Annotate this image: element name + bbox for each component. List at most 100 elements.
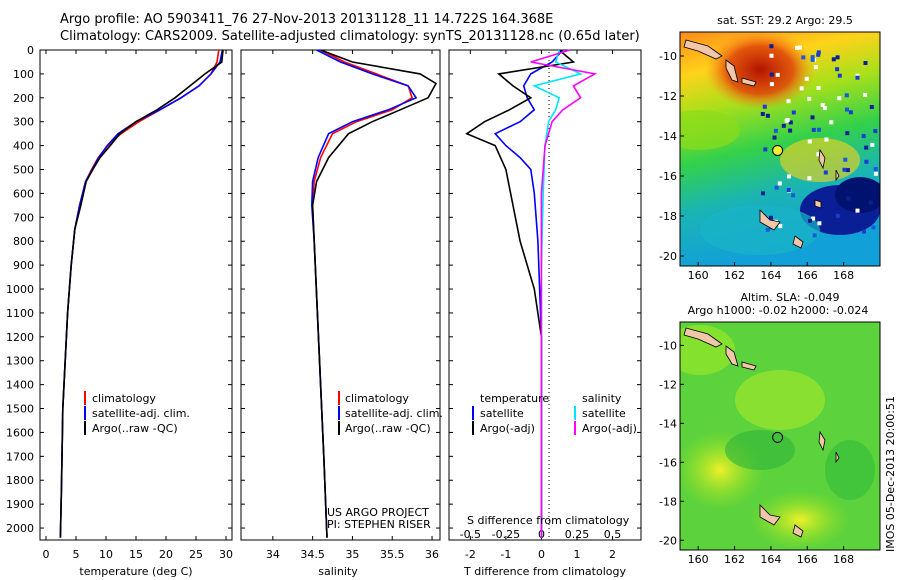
sla-map: 160 162 164 166 168 -10 -12 -14 -16 -18 -20 Altim.… — [659, 291, 881, 566]
depth-tick-label-12: 1200 — [6, 331, 34, 344]
map-y-tick-mapAxisB-0: -10 — [659, 339, 677, 352]
series-line-2-1 — [465, 49, 576, 538]
map-x-tick-mapAxisA-4: 168 — [833, 269, 854, 282]
x-tick-label-0-2: 10 — [99, 548, 113, 561]
map-x-tick-mapAxisB-1: 162 — [724, 553, 745, 566]
x-tick-label-0-4: 20 — [159, 548, 173, 561]
diff-legend-s-argo: Argo(-adj) — [582, 422, 637, 435]
diff-legend-t-sat: satellite — [480, 407, 524, 420]
temp-legend-clim: climatology — [92, 392, 156, 405]
x-tick-label-2-2: 0 — [538, 548, 545, 561]
credit-stamp: IMOS 05-Dec-2013 20:00:51 — [884, 396, 897, 552]
temperature-panel — [39, 49, 233, 541]
x-tick-label-2-4: 2 — [609, 548, 616, 561]
x-tick-label-2-3: 1 — [574, 548, 581, 561]
temperature-lines — [59, 49, 224, 538]
series-line-2-0 — [493, 49, 564, 538]
x-tick-label-2-1: -1 — [500, 548, 511, 561]
sal-legend-argo: Argo(..raw -QC) — [345, 422, 431, 435]
depth-tick-label-8: 800 — [13, 235, 34, 248]
difference-lines — [465, 49, 598, 538]
salinity-x-axis: 34 34.5 35 35.5 36 — [266, 50, 439, 561]
depth-tick-label-5: 500 — [13, 164, 34, 177]
map-y-tick-mapAxisB-4: -18 — [659, 495, 677, 508]
sst-map-title: sat. SST: 29.2 Argo: 29.5 — [717, 14, 853, 27]
series-line-2-3 — [530, 49, 598, 538]
salinity-lines — [310, 49, 438, 538]
depth-tick-label-16: 1600 — [6, 426, 34, 439]
salinity-xlabel: salinity — [318, 565, 358, 578]
map-y-tick-mapAxisA-3: -16 — [659, 170, 677, 183]
depth-tick-label-9: 900 — [13, 259, 34, 272]
argo-location-marker-sla — [772, 431, 784, 443]
map-y-tick-mapAxisA-0: -10 — [659, 50, 677, 63]
salinity-panel — [240, 49, 441, 541]
map-x-tick-mapAxisB-3: 166 — [797, 553, 818, 566]
x-tick-label-1-3: 35.5 — [380, 548, 405, 561]
diff-legend-s-sat: satellite — [582, 407, 626, 420]
temp-legend-sat: satellite-adj. clim. — [92, 407, 190, 420]
s-diff-xlabel: S difference from climatology — [467, 514, 630, 527]
map-x-tick-mapAxisA-2: 164 — [760, 269, 781, 282]
x-tick-label-1-2: 35 — [345, 548, 359, 561]
depth-tick-label-3: 300 — [13, 116, 34, 129]
temp-legend-argo: Argo(..raw -QC) — [92, 422, 178, 435]
diff-legend-t-head: temperature — [480, 392, 549, 405]
sst-map: 160 162 164 166 168 -10 -12 -14 -16 -18 -20 sat. S… — [659, 14, 881, 282]
x-tick-label-1-1: 34.5 — [300, 548, 325, 561]
temperature-x-axis: 0 5 10 15 20 25 30 — [43, 50, 233, 561]
map-x-tick-mapAxisB-4: 168 — [833, 553, 854, 566]
map-y-tick-mapAxisA-5: -20 — [659, 250, 677, 263]
diff-legend-t-argo: Argo(-adj) — [480, 422, 535, 435]
map-y-tick-mapAxisA-1: -12 — [659, 90, 677, 103]
difference-legend: temperature satellite Argo(-adj) salinit… — [472, 392, 637, 435]
map-x-tick-mapAxisA-3: 166 — [797, 269, 818, 282]
depth-tick-label-14: 1400 — [6, 379, 34, 392]
map-x-tick-mapAxisB-2: 164 — [760, 553, 781, 566]
sal-legend-clim: climatology — [345, 392, 409, 405]
diff-legend-s-head: salinity — [582, 392, 622, 405]
map-x-tick-mapAxisA-0: 160 — [688, 269, 709, 282]
series-line-1-2 — [311, 49, 438, 538]
x-tick-label-2-0: -2 — [465, 548, 476, 561]
depth-tick-label-11: 1100 — [6, 307, 34, 320]
x-tick-label-0-5: 25 — [189, 548, 203, 561]
x-tick-label-0-0: 0 — [43, 548, 50, 561]
x-tick-label-0-1: 5 — [73, 548, 80, 561]
x-tick-label-0-3: 15 — [129, 548, 143, 561]
sla-map-subtitle: Argo h1000: -0.02 h2000: -0.024 — [688, 304, 869, 317]
temperature-xlabel: temperature (deg C) — [79, 565, 192, 578]
depth-tick-label-13: 1300 — [6, 355, 34, 368]
depth-tick-label-10: 1000 — [6, 283, 34, 296]
project-line2: PI: STEPHEN RISER — [327, 518, 431, 531]
map-y-tick-mapAxisB-2: -14 — [659, 417, 677, 430]
depth-tick-label-19: 1900 — [6, 498, 34, 511]
map-y-tick-mapAxisB-1: -12 — [659, 378, 677, 391]
s-tick-label-0: -0.5 — [460, 528, 481, 541]
depth-tick-label-18: 1800 — [6, 474, 34, 487]
map-x-tick-mapAxisA-1: 162 — [724, 269, 745, 282]
depth-tick-label-1: 100 — [13, 68, 34, 81]
salinity-legend: climatology satellite-adj. clim. Argo(..… — [338, 391, 443, 435]
s-tick-label-4: 0.5 — [604, 528, 622, 541]
x-tick-label-1-4: 36 — [425, 548, 439, 561]
argo-location-marker — [772, 144, 784, 156]
x-tick-label-0-6: 30 — [219, 548, 233, 561]
depth-tick-label-2: 200 — [13, 92, 34, 105]
map-y-tick-mapAxisA-2: -14 — [659, 130, 677, 143]
depth-tick-label-0: 0 — [27, 44, 34, 57]
depth-tick-label-4: 400 — [13, 140, 34, 153]
x-tick-label-1-0: 34 — [266, 548, 280, 561]
difference-panel — [448, 49, 642, 541]
s-tick-label-3: 0.25 — [565, 528, 590, 541]
difference-x-axis: -2 -1 0 1 2 — [465, 50, 616, 561]
project-line1: US ARGO PROJECT — [327, 506, 429, 519]
map-y-tick-mapAxisA-4: -18 — [659, 210, 677, 223]
series-line-0-2 — [59, 49, 224, 538]
depth-tick-label-15: 1500 — [6, 403, 34, 416]
header-line2: Climatology: CARS2009. Satellite-adjuste… — [60, 29, 640, 44]
header-line1: Argo profile: AO 5903411_76 27-Nov-2013 … — [60, 12, 554, 27]
s-tick-label-1: -0.25 — [492, 528, 520, 541]
sal-legend-sat: satellite-adj. clim. — [345, 407, 443, 420]
